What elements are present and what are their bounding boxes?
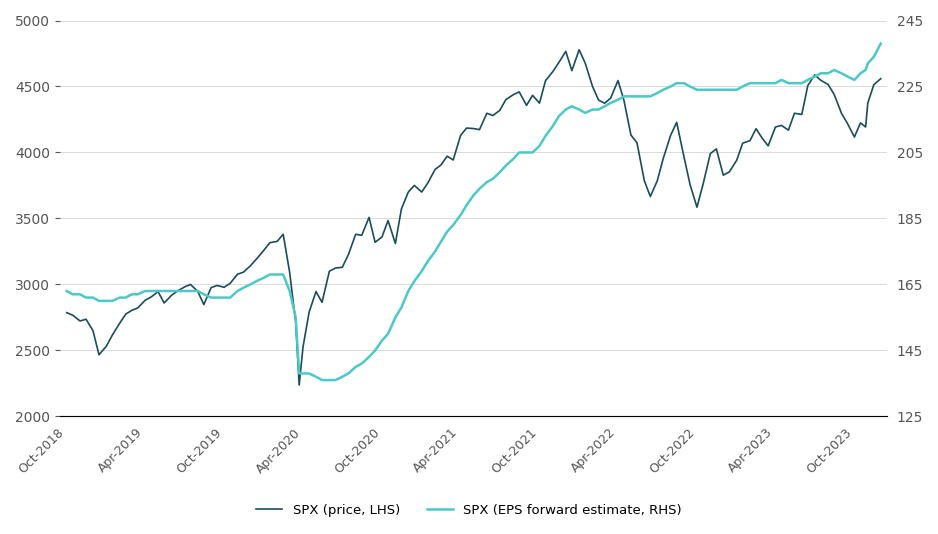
Line: SPX (EPS forward estimate, RHS): SPX (EPS forward estimate, RHS) (67, 44, 881, 380)
Legend: SPX (price, LHS), SPX (EPS forward estimate, RHS): SPX (price, LHS), SPX (EPS forward estim… (250, 499, 688, 522)
Line: SPX (price, LHS): SPX (price, LHS) (67, 50, 881, 385)
